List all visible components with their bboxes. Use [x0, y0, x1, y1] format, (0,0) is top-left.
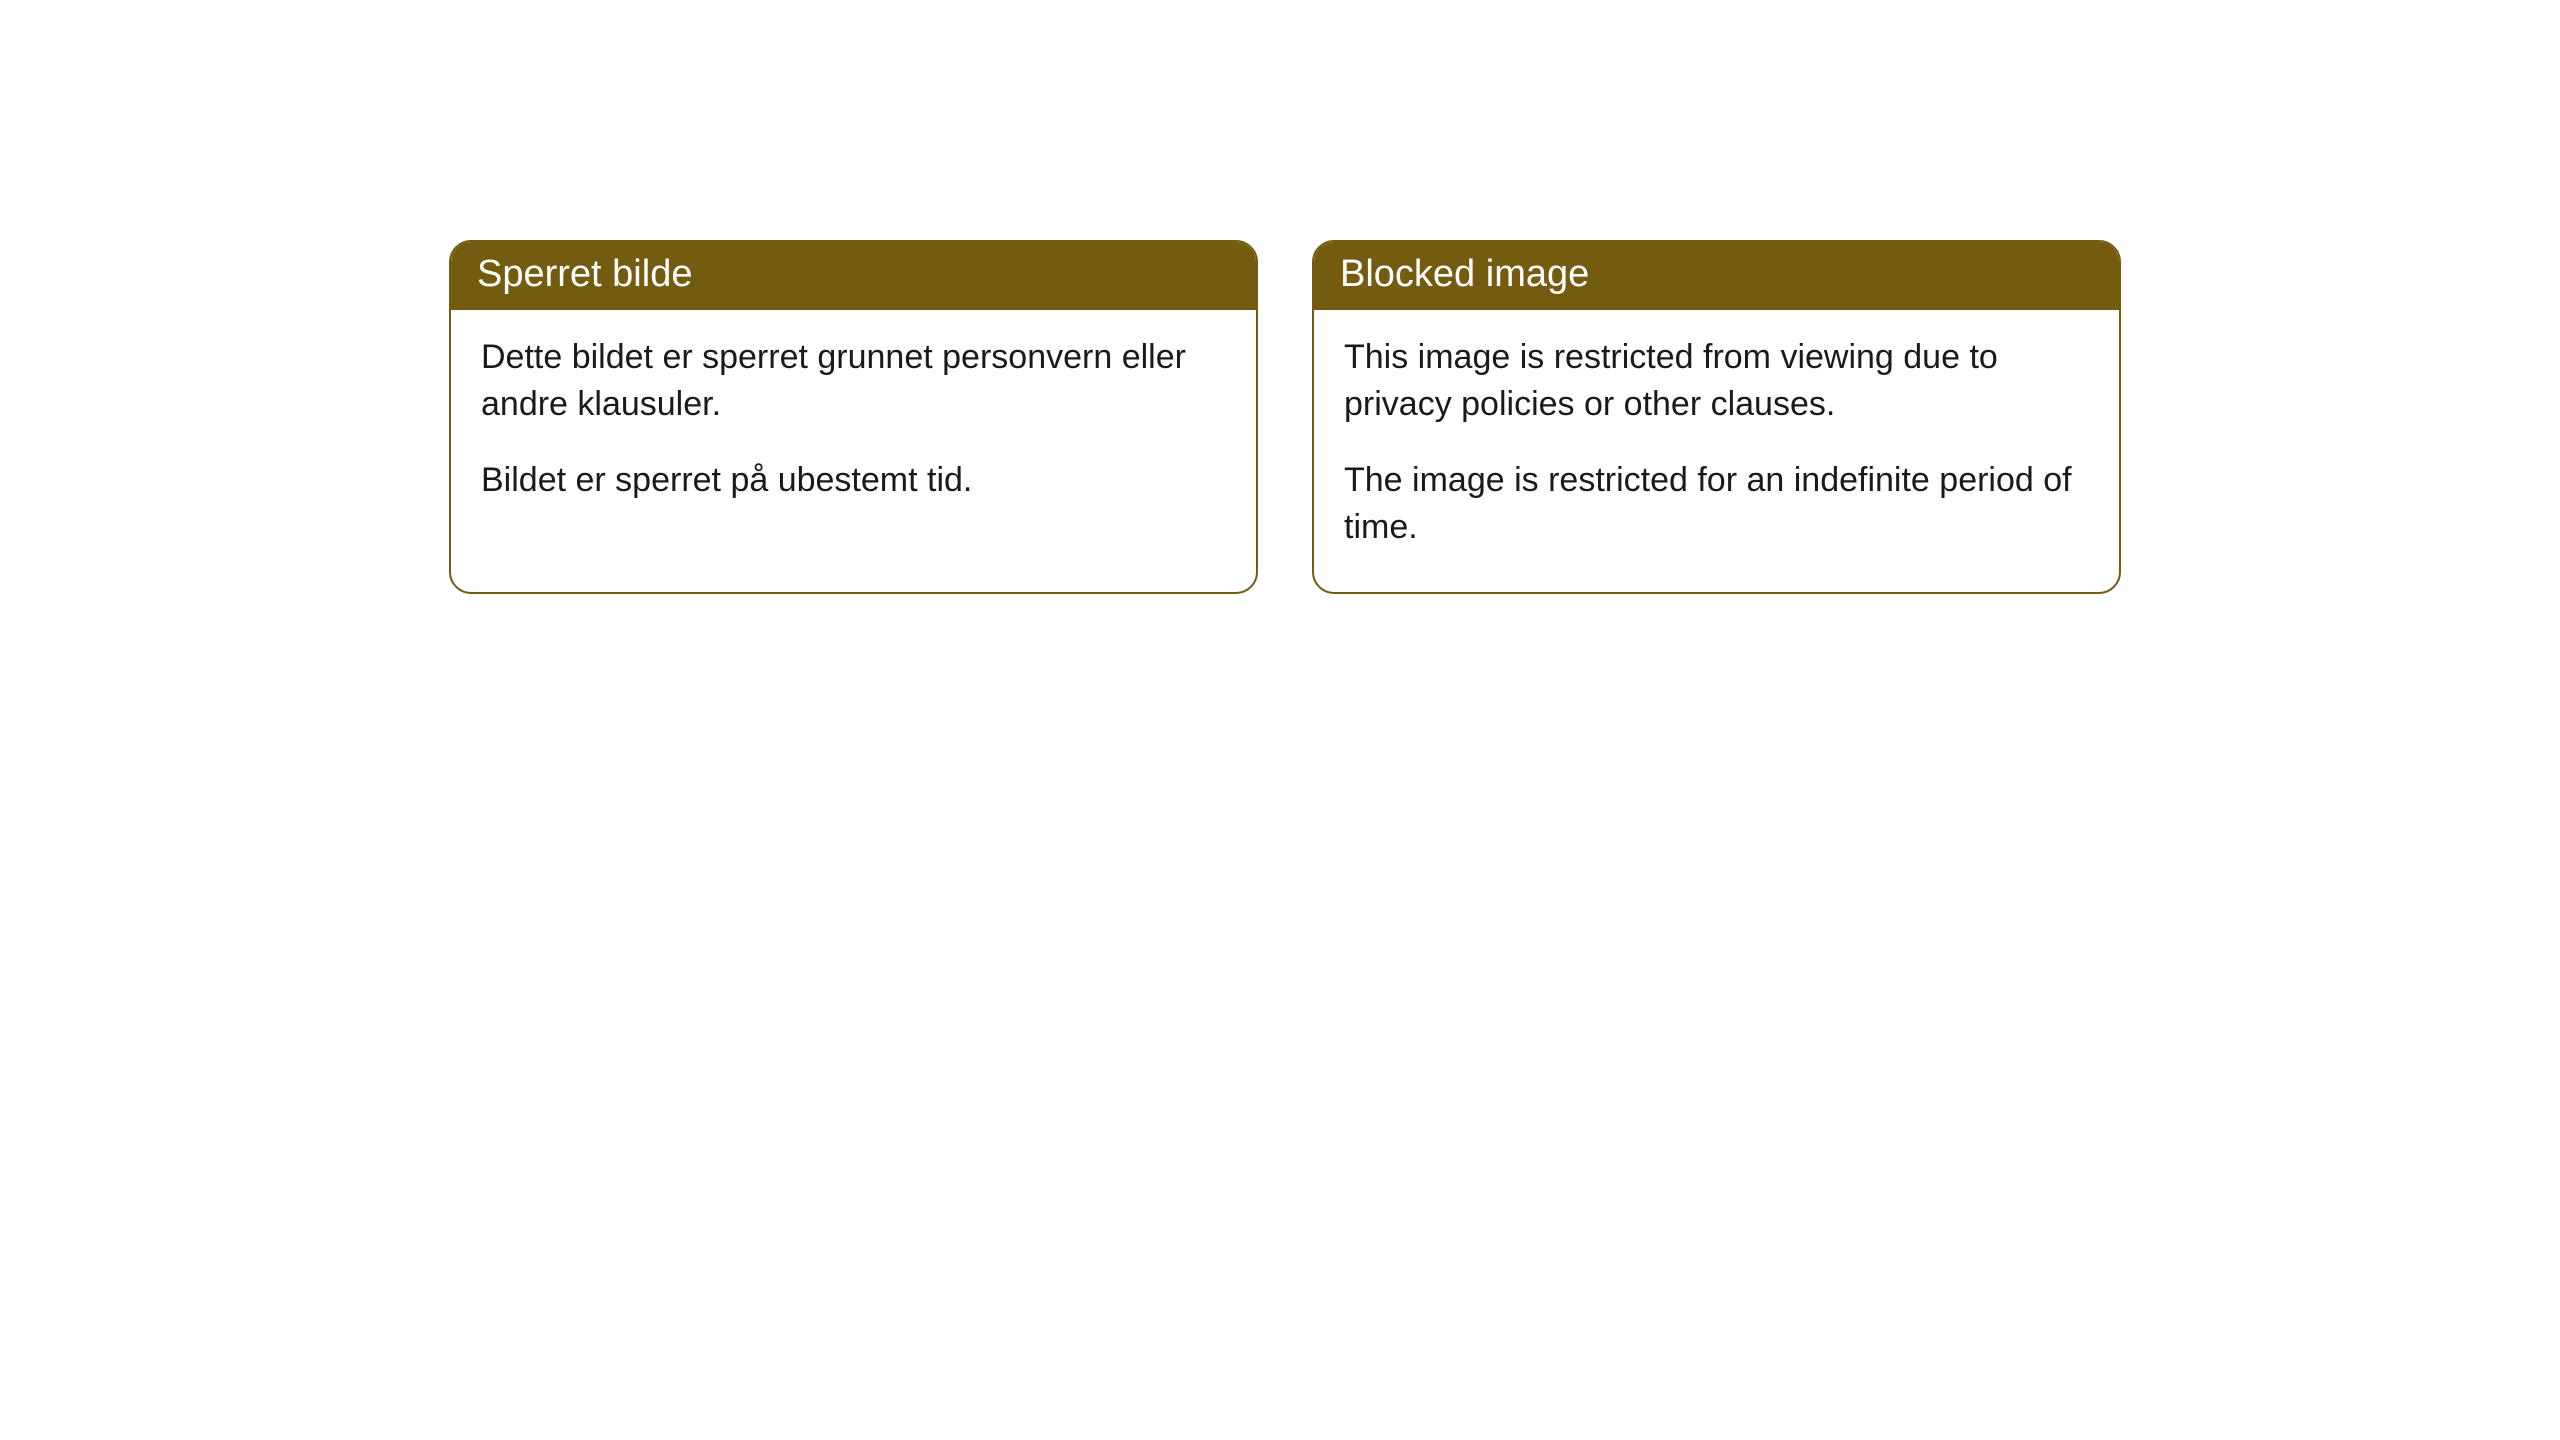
notice-text-line1: This image is restricted from viewing du…: [1344, 334, 2089, 429]
notice-container: Sperret bilde Dette bildet er sperret gr…: [449, 240, 2121, 594]
notice-text-line1: Dette bildet er sperret grunnet personve…: [481, 334, 1226, 429]
notice-text-line2: The image is restricted for an indefinit…: [1344, 457, 2089, 552]
blocked-image-card-english: Blocked image This image is restricted f…: [1312, 240, 2121, 594]
card-body-english: This image is restricted from viewing du…: [1314, 310, 2119, 592]
card-body-norwegian: Dette bildet er sperret grunnet personve…: [451, 310, 1256, 545]
card-header-norwegian: Sperret bilde: [451, 242, 1256, 310]
card-header-english: Blocked image: [1314, 242, 2119, 310]
notice-text-line2: Bildet er sperret på ubestemt tid.: [481, 457, 1226, 505]
blocked-image-card-norwegian: Sperret bilde Dette bildet er sperret gr…: [449, 240, 1258, 594]
